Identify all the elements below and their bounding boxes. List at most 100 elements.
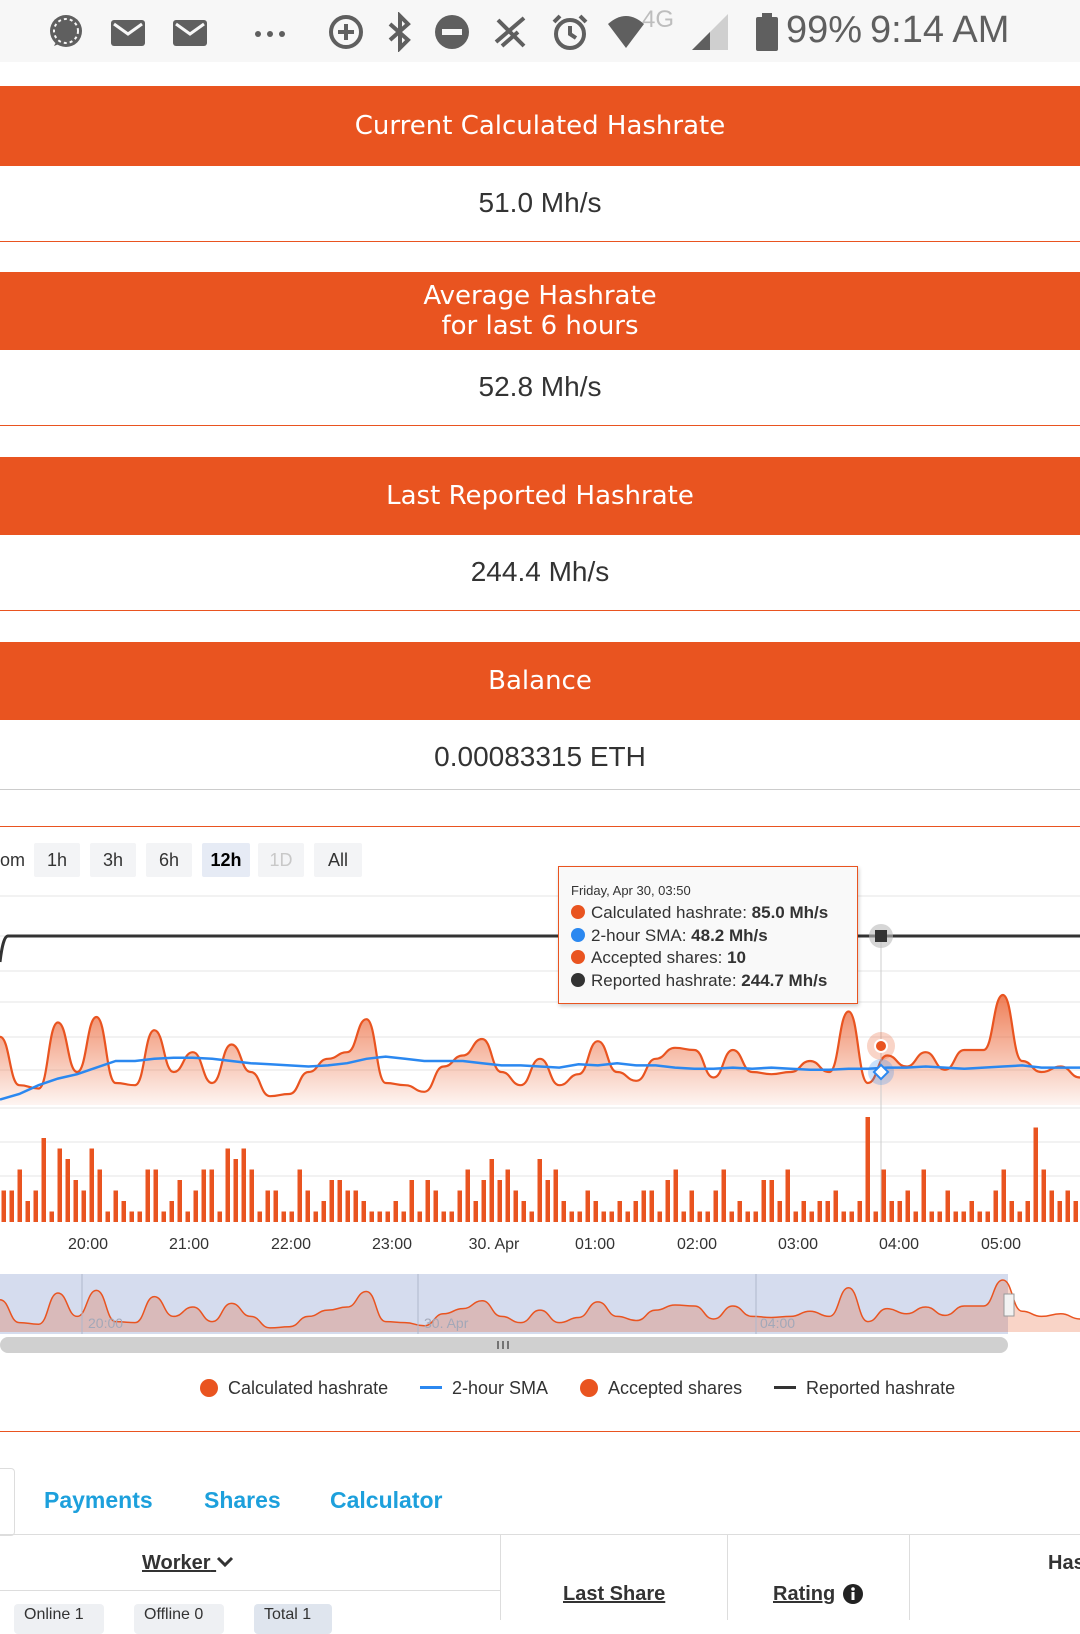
share-bar [793,1211,798,1222]
share-bar [129,1211,134,1222]
tooltip-value: 48.2 Mh/s [691,925,768,945]
legend-accepted-shares[interactable]: Accepted shares [580,1378,742,1399]
average-hashrate-value: 52.8 Mh/s [0,350,1080,426]
share-bar [289,1211,294,1222]
share-bar [361,1201,366,1222]
share-bar [737,1201,742,1222]
share-bar [1049,1190,1054,1222]
share-bar [305,1190,310,1222]
x-axis-label: 05:00 [980,1236,1022,1253]
share-bar [297,1169,302,1222]
share-bar [841,1211,846,1222]
share-bar [905,1190,910,1222]
share-bar [433,1190,438,1222]
bluetooth-icon [388,12,411,52]
hashrate-marker [874,1039,888,1053]
share-bar [497,1180,502,1222]
share-bar [641,1190,646,1222]
share-bar [817,1201,822,1222]
navigator-label: 30. Apr [424,1315,469,1331]
share-bar [545,1180,550,1222]
legend-label: Reported hashrate [806,1378,956,1398]
share-bar [65,1159,70,1222]
share-bar [41,1138,46,1222]
share-bar [353,1190,358,1222]
share-bar [1057,1201,1062,1222]
tab-calculator[interactable]: Calculator [330,1487,443,1513]
worker-column-header[interactable]: Worker [142,1552,234,1575]
hashrate-column-header[interactable]: Has [1048,1552,1080,1574]
messenger-icon [50,15,82,47]
last-share-column-header[interactable]: Last Share [563,1583,666,1605]
share-bar [881,1169,886,1222]
share-bar [721,1169,726,1222]
share-bar [505,1169,510,1222]
legend-symbol [580,1379,598,1397]
share-bar [601,1211,606,1222]
average-hashrate-header: Average Hashrate for last 6 hours [0,272,1080,350]
share-bar [977,1211,982,1222]
share-bar [521,1201,526,1222]
filter-offline[interactable]: Offline 0 [134,1604,224,1634]
share-bar [257,1211,262,1222]
x-axis-label: 22:00 [270,1236,312,1253]
tooltip-row: 2-hour SMA: 48.2 Mh/s [571,925,845,948]
share-bar [577,1211,582,1222]
chevron-down-icon[interactable] [216,1552,234,1575]
active-tab-edge[interactable] [0,1468,15,1536]
hashrate-chart[interactable]: 20:00 30. Apr 04:00 [0,880,1080,1355]
share-bar [681,1211,686,1222]
share-bar [969,1201,974,1222]
filter-total[interactable]: Total 1 [254,1604,332,1634]
sma-marker [872,1063,890,1081]
share-bar [945,1190,950,1222]
legend-reported-hashrate[interactable]: Reported hashrate [774,1378,955,1399]
range-button-1d: 1D [258,843,304,877]
legend-sma[interactable]: 2-hour SMA [420,1378,548,1399]
sma-line [0,1055,1080,1101]
share-bar [569,1211,574,1222]
tooltip-label: Calculated hashrate: [591,903,747,922]
stat-label: Last Reported Hashrate [386,481,694,511]
share-bar [313,1211,318,1222]
share-bar [1033,1127,1038,1222]
more-icon [255,31,285,37]
share-bar [369,1211,374,1222]
share-bar [713,1190,718,1222]
legend-label: Calculated hashrate [228,1378,389,1398]
navigator-selection [0,1274,1008,1334]
share-bar [745,1211,750,1222]
x-axis-label: 23:00 [371,1236,413,1253]
share-bar [689,1190,694,1222]
legend-calculated-hashrate[interactable]: Calculated hashrate [200,1378,388,1399]
share-bar [57,1148,62,1222]
share-bar [609,1211,614,1222]
share-bar [345,1190,350,1222]
share-bar [81,1190,86,1222]
tab-shares[interactable]: Shares [204,1487,281,1513]
range-button-1h[interactable]: 1h [34,843,80,877]
share-bar [465,1169,470,1222]
share-bar [1065,1190,1070,1222]
range-button-6h[interactable]: 6h [146,843,192,877]
range-button-3h[interactable]: 3h [90,843,136,877]
share-bar [769,1180,774,1222]
range-button-12h[interactable]: 12h [202,843,250,877]
share-bar [865,1117,870,1222]
filter-online[interactable]: Online 1 [14,1604,104,1634]
share-bar [665,1180,670,1222]
share-bar [145,1169,150,1222]
chart-top-border [0,826,1080,827]
navigator-area [0,1280,1080,1332]
tooltip-row: Calculated hashrate: 85.0 Mh/s [571,902,845,925]
range-button-all[interactable]: All [314,843,362,877]
stat-label: Average Hashrate [423,281,657,311]
rating-column-header[interactable]: Rating [773,1583,835,1606]
navigator-handle [1003,1293,1015,1317]
share-bar [273,1190,278,1222]
calculated-hashrate-line [0,993,1080,1098]
share-bar [473,1201,478,1222]
tab-payments[interactable]: Payments [44,1487,153,1513]
info-icon[interactable] [842,1583,864,1605]
no-signal-icon [494,16,526,48]
